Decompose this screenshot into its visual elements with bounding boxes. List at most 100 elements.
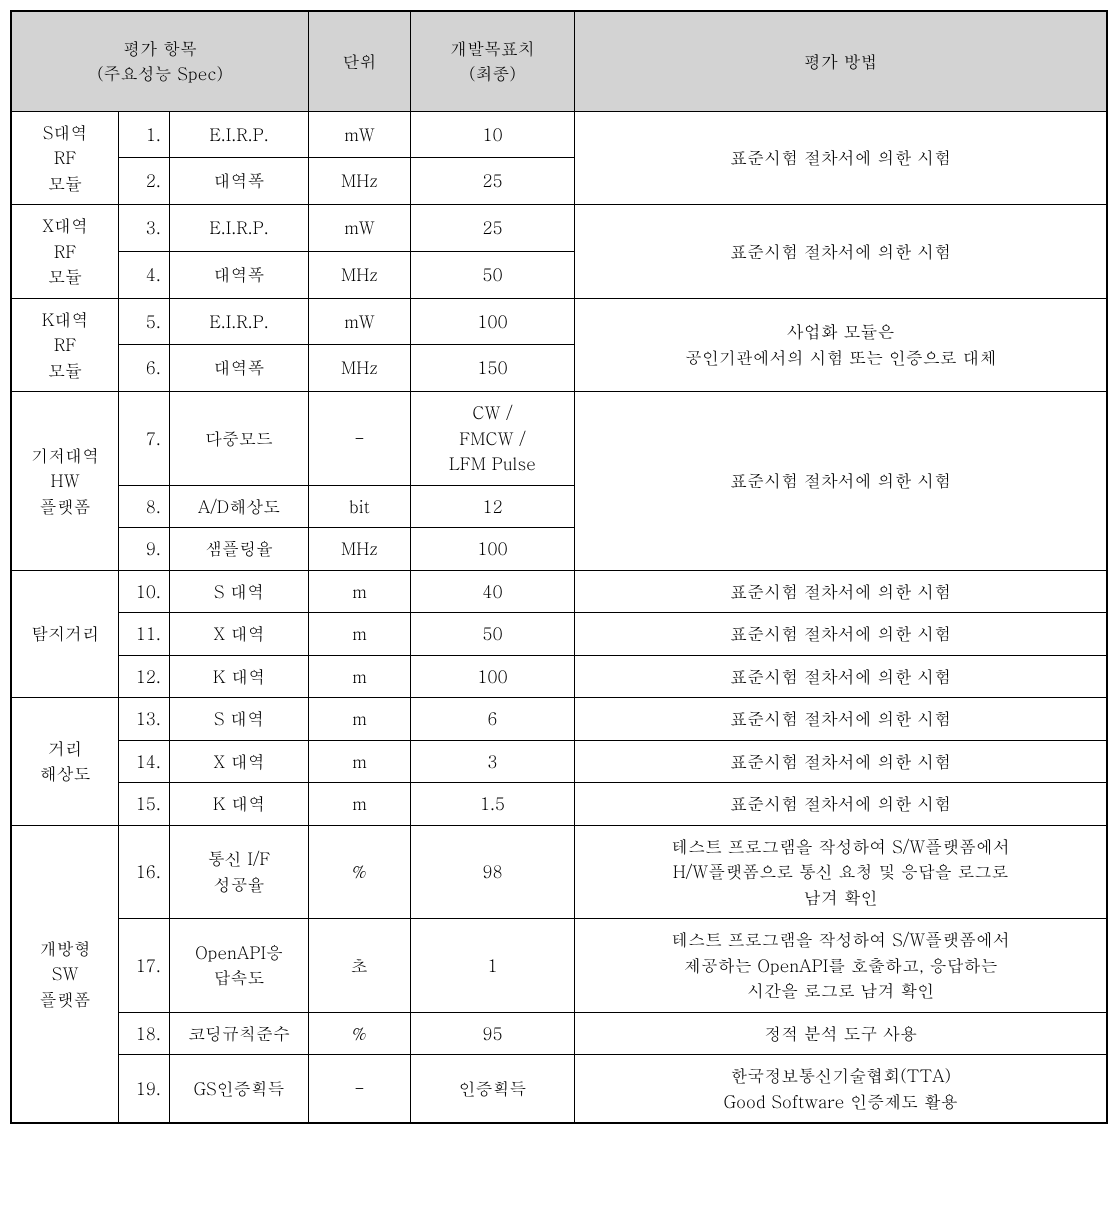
unit-cell: mW [309,205,410,252]
target-cell: 25 [410,205,575,252]
header-method: 평가 방법 [575,11,1107,111]
num-cell: 10. [119,570,170,613]
table-row: 17.OpenAPI응답속도초1테스트 프로그램을 작성하여 S/W플랫폼에서제… [11,919,1107,1013]
num-cell: 5. [119,298,170,345]
method-cell: 표준시험 절차서에 의한 시험 [575,783,1107,826]
item-cell: 다중모드 [169,392,308,486]
unit-cell: mW [309,298,410,345]
method-cell: 표준시험 절차서에 의한 시험 [575,740,1107,783]
unit-cell: % [309,1012,410,1055]
item-cell: E.I.R.P. [169,298,308,345]
method-cell: 표준시험 절차서에 의한 시험 [575,613,1107,656]
method-cell: 표준시험 절차서에 의한 시험 [575,570,1107,613]
target-cell: 6 [410,698,575,741]
table-row: 11.X 대역m50표준시험 절차서에 의한 시험 [11,613,1107,656]
num-cell: 9. [119,528,170,571]
header-eval-item-sub: (주요성능 Spec) [97,61,223,85]
header-row: 평가 항목 (주요성능 Spec) 단위 개발목표치 (최종) 평가 방법 [11,11,1107,111]
num-cell: 7. [119,392,170,486]
unit-cell: m [309,740,410,783]
num-cell: 13. [119,698,170,741]
unit-cell: mW [309,111,410,158]
num-cell: 2. [119,158,170,205]
unit-cell: % [309,825,410,919]
num-cell: 3. [119,205,170,252]
group-cell: 탐지거리 [11,570,119,698]
target-cell: 40 [410,570,575,613]
target-cell: 인증획득 [410,1055,575,1124]
unit-cell: MHz [309,251,410,298]
item-cell: 통신 I/F성공율 [169,825,308,919]
target-cell: 1 [410,919,575,1013]
num-cell: 11. [119,613,170,656]
num-cell: 4. [119,251,170,298]
item-cell: A/D해상도 [169,485,308,528]
target-cell: 3 [410,740,575,783]
method-cell: 표준시험 절차서에 의한 시험 [575,698,1107,741]
unit-cell: MHz [309,345,410,392]
target-cell: 50 [410,613,575,656]
target-cell: 25 [410,158,575,205]
group-cell: 기저대역HW플랫폼 [11,392,119,571]
unit-cell: MHz [309,528,410,571]
unit-cell: 초 [309,919,410,1013]
unit-cell: m [309,783,410,826]
target-cell: 95 [410,1012,575,1055]
unit-cell: m [309,655,410,698]
unit-cell: m [309,613,410,656]
item-cell: OpenAPI응답속도 [169,919,308,1013]
target-cell: 100 [410,528,575,571]
item-cell: GS인증획득 [169,1055,308,1124]
target-cell: 10 [410,111,575,158]
num-cell: 15. [119,783,170,826]
item-cell: S 대역 [169,570,308,613]
table-row: 12.K 대역m100표준시험 절차서에 의한 시험 [11,655,1107,698]
header-target: 개발목표치 (최종) [410,11,575,111]
target-cell: 12 [410,485,575,528]
target-cell: 1.5 [410,783,575,826]
table-row: 18.코딩규칙준수%95정적 분석 도구 사용 [11,1012,1107,1055]
method-cell: 테스트 프로그램을 작성하여 S/W플랫폼에서제공하는 OpenAPI를 호출하… [575,919,1107,1013]
num-cell: 6. [119,345,170,392]
unit-cell: - [309,1055,410,1124]
item-cell: 대역폭 [169,251,308,298]
num-cell: 16. [119,825,170,919]
table-row: 기저대역HW플랫폼7.다중모드-CW /FMCW /LFM Pulse표준시험 … [11,392,1107,486]
table-row: 개방형SW플랫폼16.통신 I/F성공율%98테스트 프로그램을 작성하여 S/… [11,825,1107,919]
method-cell: 테스트 프로그램을 작성하여 S/W플랫폼에서H/W플랫폼으로 통신 요청 및 … [575,825,1107,919]
item-cell: K 대역 [169,655,308,698]
table-row: X대역RF모듈3.E.I.R.P.mW25표준시험 절차서에 의한 시험 [11,205,1107,252]
method-cell: 표준시험 절차서에 의한 시험 [575,392,1107,571]
target-cell: 98 [410,825,575,919]
spec-table: 평가 항목 (주요성능 Spec) 단위 개발목표치 (최종) 평가 방법 S대… [10,10,1108,1124]
method-cell: 표준시험 절차서에 의한 시험 [575,111,1107,205]
unit-cell: m [309,698,410,741]
group-cell: X대역RF모듈 [11,205,119,299]
unit-cell: - [309,392,410,486]
group-cell: K대역RF모듈 [11,298,119,392]
item-cell: E.I.R.P. [169,111,308,158]
item-cell: E.I.R.P. [169,205,308,252]
target-cell: 50 [410,251,575,298]
target-cell: 100 [410,298,575,345]
header-eval-item: 평가 항목 (주요성능 Spec) [11,11,309,111]
item-cell: S 대역 [169,698,308,741]
table-row: S대역RF모듈1.E.I.R.P.mW10표준시험 절차서에 의한 시험 [11,111,1107,158]
table-body: S대역RF모듈1.E.I.R.P.mW10표준시험 절차서에 의한 시험2. 대역… [11,111,1107,1123]
num-cell: 19. [119,1055,170,1124]
table-row: K대역RF모듈5.E.I.R.P.mW100사업화 모듈은공인기관에서의 시험 … [11,298,1107,345]
num-cell: 14. [119,740,170,783]
group-cell: 개방형SW플랫폼 [11,825,119,1123]
header-target-sub: (최종) [469,61,516,85]
item-cell: 샘플링율 [169,528,308,571]
header-target-text: 개발목표치 [450,36,535,60]
table-row: 15.K 대역m1.5표준시험 절차서에 의한 시험 [11,783,1107,826]
item-cell: X 대역 [169,613,308,656]
unit-cell: MHz [309,158,410,205]
item-cell: X 대역 [169,740,308,783]
item-cell: 코딩규칙준수 [169,1012,308,1055]
group-cell: 거리해상도 [11,698,119,826]
method-cell: 한국정보통신기술협회(TTA)Good Software 인증제도 활용 [575,1055,1107,1124]
target-cell: 100 [410,655,575,698]
method-cell: 표준시험 절차서에 의한 시험 [575,205,1107,299]
